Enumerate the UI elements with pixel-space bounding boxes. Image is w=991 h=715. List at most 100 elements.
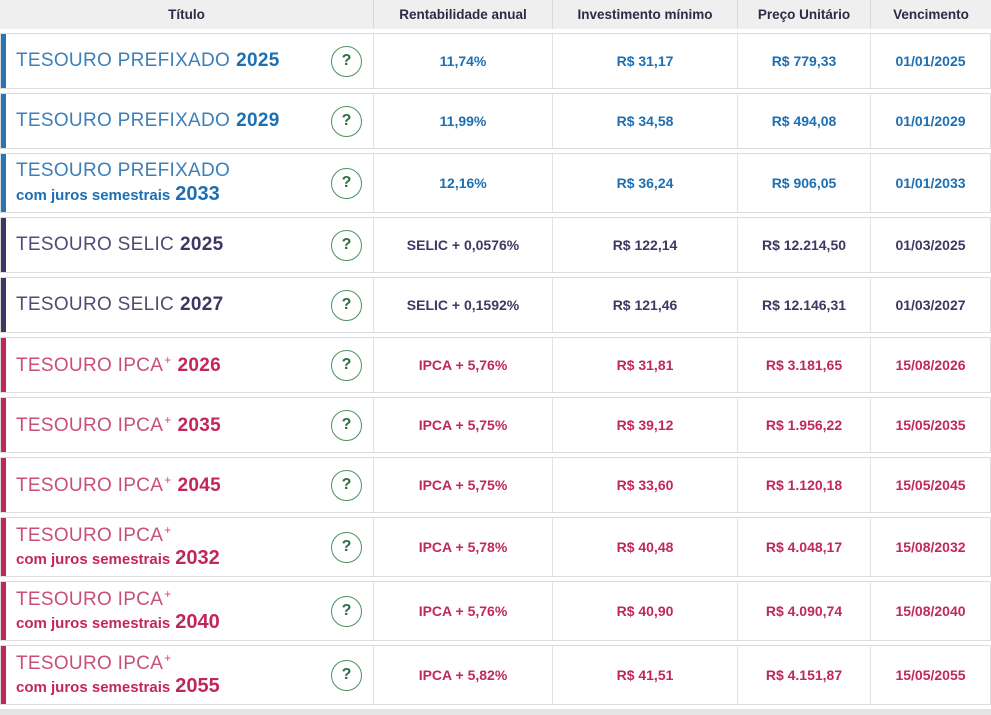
ipca-plus-sup: + [164,412,172,427]
bond-title-line1: TESOURO IPCA+ 2026 [16,352,331,377]
ipca-plus-sup: + [164,650,172,665]
bond-title-line2: com juros semestrais 2033 [16,183,331,206]
bond-title-link[interactable]: TESOURO IPCA+ com juros semestrais 2040 [16,587,331,635]
help-icon[interactable]: ? [331,595,362,627]
bond-color-bar [1,458,6,512]
rate-cell: IPCA + 5,82% [373,646,552,704]
bond-name: TESOURO IPCA [16,524,164,546]
maturity-cell: 15/08/2032 [870,518,990,576]
min-investment-cell: R$ 39,12 [552,398,737,452]
rate-cell: IPCA + 5,75% [373,398,552,452]
maturity-cell: 01/03/2025 [870,218,990,272]
bond-title-link[interactable]: TESOURO IPCA+ com juros semestrais 2032 [16,522,331,571]
unit-price-cell: R$ 4.090,74 [737,582,870,640]
bond-title-link[interactable]: TESOURO SELIC 2025 [16,234,331,256]
table-row: TESOURO PREFIXADO 2025 ? 11,74% R$ 31,17 … [0,33,991,89]
bond-title-cell: TESOURO PREFIXADO com juros semestrais 20… [1,154,373,212]
bond-title-cell: TESOURO SELIC 2025 ? [1,218,373,272]
help-icon[interactable]: ? [331,659,362,691]
bond-title-link[interactable]: TESOURO IPCA+ 2035 [16,412,331,437]
bond-subtitle: com juros semestrais [16,186,171,204]
help-icon[interactable]: ? [331,531,362,563]
rate-cell: IPCA + 5,75% [373,458,552,512]
bond-subtitle: com juros semestrais [16,679,171,697]
min-investment-cell: R$ 31,17 [552,34,737,88]
help-icon[interactable]: ? [331,409,362,441]
help-icon[interactable]: ? [331,105,362,137]
ipca-plus-sup: + [164,352,172,367]
bond-year: 2055 [175,675,220,698]
maturity-cell: 01/01/2033 [870,154,990,212]
bond-year: 2045 [177,474,221,496]
bond-color-bar [1,518,6,576]
bond-title-link[interactable]: TESOURO PREFIXADO 2029 [16,110,331,132]
bond-name: TESOURO PREFIXADO [16,50,231,72]
min-investment-cell: R$ 41,51 [552,646,737,704]
table-body: TESOURO PREFIXADO 2025 ? 11,74% R$ 31,17 … [0,33,991,705]
bond-title-cell: TESOURO PREFIXADO 2025 ? [1,34,373,88]
unit-price-cell: R$ 4.151,87 [737,646,870,704]
help-icon[interactable]: ? [331,167,362,199]
bond-title-link[interactable]: TESOURO PREFIXADO 2025 [16,50,331,72]
bond-color-bar [1,278,6,332]
bond-title-link[interactable]: TESOURO IPCA+ 2045 [16,473,331,497]
bond-title-line1: TESOURO PREFIXADO 2029 [16,110,331,132]
bond-year: 2029 [236,110,280,132]
unit-price-cell: R$ 3.181,65 [737,338,870,392]
unit-price-cell: R$ 12.214,50 [737,218,870,272]
min-investment-cell: R$ 36,24 [552,154,737,212]
table-row: TESOURO SELIC 2027 ? SELIC + 0,1592% R$ 1… [0,277,991,333]
bond-color-bar [1,398,6,452]
min-investment-cell: R$ 33,60 [552,458,737,512]
column-header-titulo: Título [168,7,205,22]
bond-year: 2025 [180,234,224,256]
unit-price-cell: R$ 1.120,18 [737,458,870,512]
help-icon[interactable]: ? [331,469,362,501]
bond-title-cell: TESOURO IPCA+ com juros semestrais 2032 ? [1,518,373,576]
table-row: TESOURO PREFIXADO com juros semestrais 20… [0,153,991,213]
bond-color-bar [1,154,6,212]
bond-name: TESOURO IPCA [16,354,164,376]
bond-title-link[interactable]: TESOURO PREFIXADO com juros semestrais 20… [16,160,331,206]
bond-title-line1: TESOURO IPCA+ [16,522,331,547]
bond-title-cell: TESOURO IPCA+ 2035 ? [1,398,373,452]
table-row: TESOURO IPCA+ 2035 ? IPCA + 5,75% R$ 39,1… [0,397,991,453]
ipca-plus-sup: + [164,522,172,537]
min-investment-cell: R$ 31,81 [552,338,737,392]
maturity-cell: 15/05/2035 [870,398,990,452]
bond-title-line1: TESOURO IPCA+ [16,587,331,611]
bond-name: TESOURO IPCA [16,588,164,610]
bond-name: TESOURO IPCA [16,414,164,436]
bond-title-line1: TESOURO IPCA+ [16,650,331,675]
bond-title-link[interactable]: TESOURO IPCA+ 2026 [16,352,331,377]
bond-title-line1: TESOURO IPCA+ 2035 [16,412,331,437]
column-header-preco: Preço Unitário [737,0,870,29]
maturity-cell: 15/08/2026 [870,338,990,392]
bond-title-cell: TESOURO IPCA+ com juros semestrais 2055 ? [1,646,373,704]
bond-title-line1: TESOURO SELIC 2025 [16,234,331,256]
bond-color-bar [1,218,6,272]
bond-title-line2: com juros semestrais 2032 [16,547,331,570]
table-row: TESOURO PREFIXADO 2029 ? 11,99% R$ 34,58 … [0,93,991,149]
maturity-cell: 01/03/2027 [870,278,990,332]
help-icon[interactable]: ? [331,45,362,77]
bond-title-line2: com juros semestrais 2055 [16,675,331,698]
help-icon[interactable]: ? [331,229,362,261]
min-investment-cell: R$ 122,14 [552,218,737,272]
unit-price-cell: R$ 12.146,31 [737,278,870,332]
bond-title-link[interactable]: TESOURO SELIC 2027 [16,294,331,316]
table-row: TESOURO IPCA+ com juros semestrais 2032 ?… [0,517,991,577]
unit-price-cell: R$ 1.956,22 [737,398,870,452]
bond-year: 2027 [180,294,224,316]
bond-name: TESOURO SELIC [16,294,175,316]
bond-name: TESOURO PREFIXADO [16,110,231,132]
rate-cell: IPCA + 5,78% [373,518,552,576]
min-investment-cell: R$ 34,58 [552,94,737,148]
table-row: TESOURO IPCA+ 2026 ? IPCA + 5,76% R$ 31,8… [0,337,991,393]
bond-title-cell: TESOURO IPCA+ com juros semestrais 2040 ? [1,582,373,640]
unit-price-cell: R$ 779,33 [737,34,870,88]
bond-title-link[interactable]: TESOURO IPCA+ com juros semestrais 2055 [16,650,331,699]
help-icon[interactable]: ? [331,349,362,381]
help-icon[interactable]: ? [331,289,362,321]
bond-name: TESOURO PREFIXADO [16,160,231,182]
